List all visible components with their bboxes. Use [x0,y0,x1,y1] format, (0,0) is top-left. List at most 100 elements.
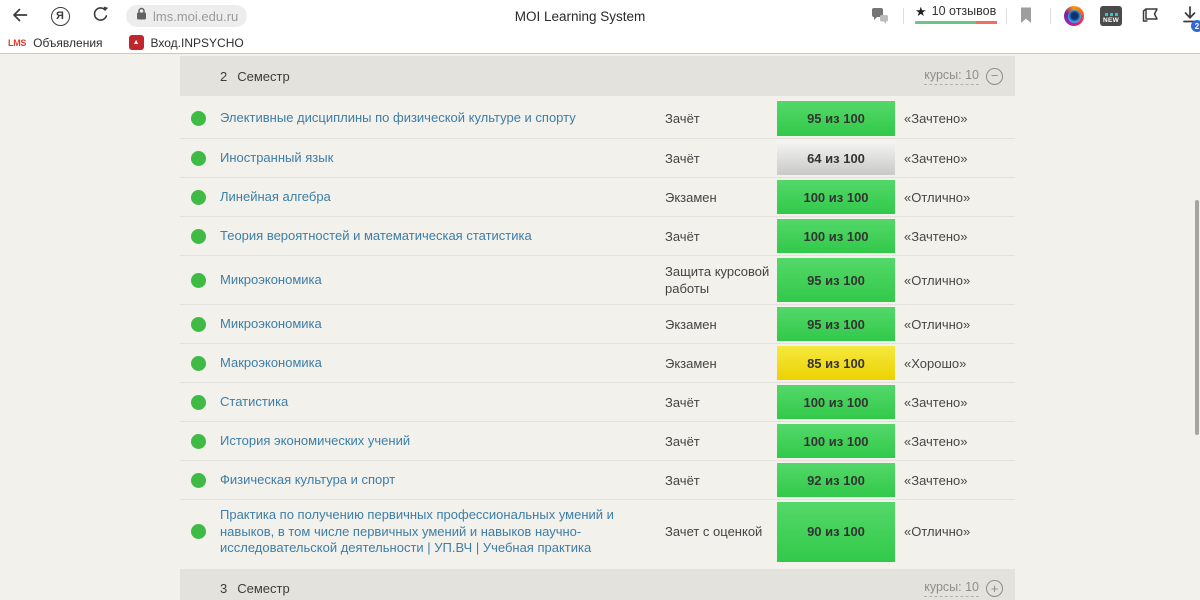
course-link[interactable]: Линейная алгебра [220,188,331,204]
score-badge: 90 из 100 [777,502,895,562]
score-badge: 100 из 100 [777,385,895,419]
course-status-cell [180,139,220,177]
exam-type-text: Зачёт [665,472,700,488]
extension-new-icon[interactable]: NEW [1100,6,1122,26]
bookmark-icon[interactable] [1018,6,1034,25]
grade-text: «Зачтено» [904,111,968,126]
grade-text: «Зачтено» [904,394,968,410]
course-link[interactable]: Теория вероятностей и математическая ста… [220,227,532,243]
course-status-dot-icon [191,524,206,540]
course-status-cell [180,461,220,499]
score-cell: 92 из 100 [777,461,895,499]
collapse-minus-icon: − [986,67,1003,85]
site-reviews-button[interactable]: ★ 10 отзывов [915,4,1001,24]
rating-bar [915,21,1001,24]
table-row: Линейная алгебра Экзамен 100 из 100 «Отл… [180,177,1015,216]
course-link[interactable]: Практика по получению первичных професси… [220,507,614,555]
course-status-dot-icon [191,272,206,288]
course-status-cell [180,383,220,421]
inpsycho-favicon: ▲ [128,35,144,50]
table-row: Статистика Зачёт 100 из 100 «Зачтено» [180,382,1015,421]
lock-icon [136,7,147,25]
bookmark-item-inpsycho[interactable]: ▲ Вход.INPSYCHO [128,35,244,50]
score-cell: 100 из 100 [777,217,895,255]
separator [1006,8,1007,24]
score-cell: 100 из 100 [777,178,895,216]
course-link[interactable]: Иностранный язык [220,149,334,165]
score-cell: 95 из 100 [777,99,895,138]
table-row: Иностранный язык Зачёт 64 из 100 «Зачтен… [180,138,1015,177]
course-link[interactable]: История экономических учений [220,432,411,448]
courses-count-label: курсы: 10 [924,68,979,85]
course-name-cell: Макроэкономика [220,344,665,382]
back-button[interactable] [8,5,32,27]
exam-type-text: Экзамен [665,355,717,371]
reviews-label: 10 отзывов [931,4,997,18]
exam-type-text: Экзамен [665,189,717,205]
refresh-button[interactable] [88,5,112,27]
browser-chrome: Я lms.moi.edu.ru MOI Learning System ★ 1… [0,0,1200,54]
flag-tag-icon[interactable] [1140,6,1161,31]
course-status-cell [180,500,220,564]
score-cell: 95 из 100 [777,305,895,343]
course-name-cell: Физическая культура и спорт [220,461,665,499]
yandex-home-button[interactable]: Я [48,5,72,27]
semester-courses-toggle[interactable]: курсы: 10 − [924,67,1003,85]
extension-browser-icon[interactable] [1064,6,1084,26]
course-link[interactable]: Статистика [220,393,289,409]
course-name-cell: Микроэкономика [220,305,665,343]
semester-label: Семестр [237,68,290,84]
chat-bubbles-icon[interactable] [870,6,890,31]
expand-plus-icon: + [986,580,1003,597]
grade-text: «Зачтено» [904,150,968,166]
score-badge: 100 из 100 [777,219,895,253]
course-status-dot-icon [191,111,206,126]
course-link[interactable]: Макроэкономика [220,354,322,370]
exam-type-text: Экзамен [665,316,717,332]
exam-type-text: Зачёт [665,433,700,449]
semester-courses-toggle[interactable]: курсы: 10 + [924,580,1003,597]
table-row: Практика по получению первичных професси… [180,499,1015,564]
course-status-dot-icon [191,189,206,205]
grade-text: «Зачтено» [904,228,968,244]
separator [1050,8,1051,24]
course-link[interactable]: Физическая культура и спорт [220,471,396,487]
semester-number: 2 [220,68,228,84]
bookmark-item-lms[interactable]: LMS Объявления [8,35,103,50]
score-badge: 92 из 100 [777,463,895,497]
score-badge: 100 из 100 [777,180,895,214]
course-status-cell [180,422,220,460]
table-row: Физическая культура и спорт Зачёт 92 из … [180,460,1015,499]
vertical-scrollbar-thumb[interactable] [1195,200,1199,435]
grade-text: «Зачтено» [904,472,968,488]
downloads-button[interactable]: 2 [1180,5,1200,32]
course-name-cell: Статистика [220,383,665,421]
score-cell: 100 из 100 [777,383,895,421]
separator [903,8,904,24]
course-status-dot-icon [191,355,206,371]
course-status-cell [180,256,220,304]
course-name-cell: Иностранный язык [220,139,665,177]
course-link[interactable]: Микроэкономика [220,271,322,287]
semester-label: Семестр [237,581,290,596]
address-bar[interactable]: lms.moi.edu.ru [126,5,247,27]
score-cell: 90 из 100 [777,500,895,564]
course-name-cell: Линейная алгебра [220,178,665,216]
course-name-cell: Теория вероятностей и математическая ста… [220,217,665,255]
score-cell: 85 из 100 [777,344,895,382]
lms-grades-page: 2 Семестр курсы: 10 − Элективные дисципл… [0,54,1200,600]
score-badge: 95 из 100 [777,307,895,341]
course-name-cell: История экономических учений [220,422,665,460]
course-status-dot-icon [191,472,206,488]
score-cell: 95 из 100 [777,256,895,304]
course-status-dot-icon [191,316,206,332]
table-row: Микроэкономика Экзамен 95 из 100 «Отличн… [180,304,1015,343]
course-name-cell: Микроэкономика [220,256,665,304]
exam-type-text: Зачёт [665,394,700,410]
semester-2-header: 2 Семестр курсы: 10 − [180,56,1015,96]
courses-count-label: курсы: 10 [924,580,979,597]
refresh-icon [91,5,110,27]
course-link[interactable]: Микроэкономика [220,315,322,331]
course-link[interactable]: Элективные дисциплины по физической куль… [220,110,576,126]
semester-grades-table: 2 Семестр курсы: 10 − Элективные дисципл… [180,56,1015,600]
